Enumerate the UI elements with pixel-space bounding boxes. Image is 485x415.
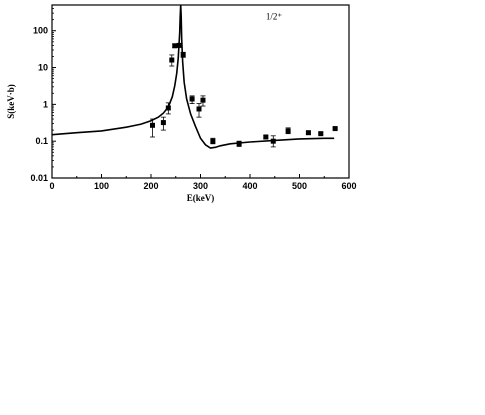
data-point	[149, 118, 155, 138]
data-marker	[318, 131, 324, 137]
data-point	[160, 116, 166, 131]
plot-content	[52, 5, 338, 149]
x-tick-label: 0	[49, 181, 54, 191]
data-marker	[305, 130, 311, 136]
data-point	[270, 135, 276, 148]
x-tick-label: 600	[341, 181, 356, 191]
data-marker	[236, 141, 242, 147]
y-tick-label: 0.1	[35, 136, 48, 146]
data-point	[200, 95, 206, 107]
y-tick-label: 10	[38, 63, 48, 73]
data-point	[165, 102, 171, 115]
x-tick-label: 500	[292, 181, 307, 191]
x-tick-label: 200	[143, 181, 158, 191]
y-axis: 0.01 0.1 1 10 100	[30, 4, 56, 183]
y-axis-title: S(keV·b)	[6, 84, 16, 119]
data-marker	[180, 52, 186, 58]
data-marker	[210, 138, 216, 144]
data-point	[189, 95, 195, 104]
data-point	[180, 51, 186, 58]
y-tick-label: 1	[43, 99, 48, 109]
data-marker	[263, 134, 269, 140]
data-marker	[160, 120, 166, 126]
data-marker	[172, 43, 178, 49]
data-point	[210, 137, 216, 145]
data-marker	[196, 106, 202, 112]
data-point	[305, 130, 311, 136]
data-point	[263, 134, 269, 140]
x-tick-label: 100	[94, 181, 109, 191]
y-tick-label: 0.01	[30, 173, 48, 183]
data-marker	[149, 122, 155, 128]
data-marker	[169, 57, 175, 63]
x-tick-label: 300	[193, 181, 208, 191]
data-point	[196, 103, 202, 118]
state-annotation: 1/2⁺	[266, 12, 283, 22]
data-point	[236, 140, 242, 147]
data-marker	[200, 97, 206, 103]
data-point	[285, 127, 291, 135]
x-axis: 0 100 200 300 400 500 600	[49, 174, 357, 191]
data-marker	[270, 138, 276, 144]
data-point	[172, 43, 178, 49]
data-marker	[285, 128, 291, 134]
data-point	[176, 42, 182, 48]
x-axis-title: E(keV)	[187, 193, 215, 203]
y-tick-label: 100	[33, 26, 48, 36]
data-marker	[165, 105, 171, 111]
fit-curve	[52, 5, 335, 149]
plot-frame	[51, 4, 350, 179]
data-marker	[332, 126, 338, 132]
data-point	[318, 131, 324, 137]
data-marker	[176, 42, 182, 48]
data-point	[332, 126, 338, 132]
data-point	[169, 54, 175, 67]
x-tick-label: 400	[242, 181, 257, 191]
data-marker	[189, 96, 195, 102]
